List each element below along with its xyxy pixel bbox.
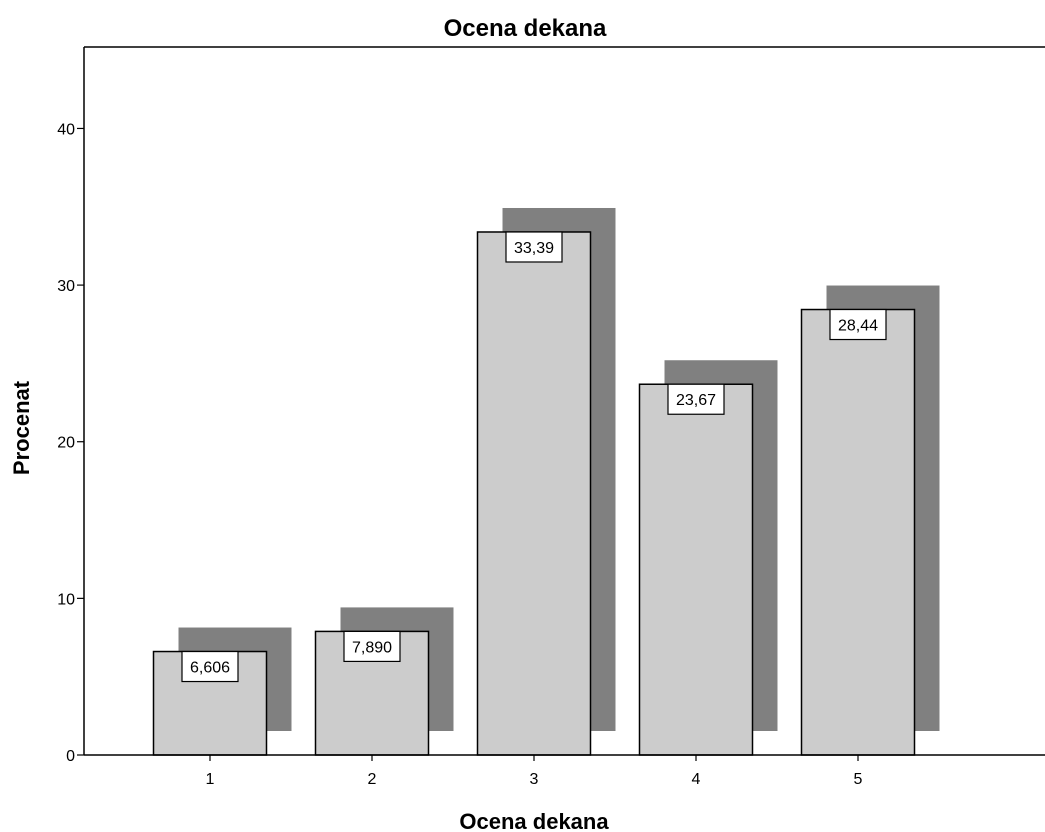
axis-ticks: 1 2 3 4 5 0 10 20 30 40 (57, 121, 862, 788)
data-label: 33,39 (514, 240, 554, 257)
data-label: 28,44 (838, 318, 878, 335)
x-tick-label: 4 (692, 771, 701, 788)
bars: 6,606 7,890 33,39 23,67 28,44 (152, 231, 916, 756)
data-label-box (181, 650, 239, 683)
y-tick-label: 10 (57, 591, 75, 608)
bar (638, 383, 754, 756)
y-tick-label: 0 (66, 748, 75, 765)
y-tick-label: 40 (57, 121, 75, 138)
chart-title: Ocena dekana (444, 15, 607, 42)
y-axis-label: Procenat (9, 380, 34, 475)
y-tick-label: 30 (57, 278, 75, 295)
data-label-box (505, 231, 563, 263)
data-label-box (343, 630, 401, 663)
x-tick-label: 1 (206, 771, 215, 788)
plot-frame (83, 46, 1045, 756)
data-label-box (829, 308, 887, 341)
y-tick-label: 20 (57, 435, 75, 452)
data-label: 6,606 (190, 660, 230, 677)
x-axis-label: Ocena dekana (459, 809, 609, 832)
x-tick-label: 3 (530, 771, 539, 788)
x-tick-label: 5 (854, 771, 863, 788)
bar (476, 231, 592, 756)
data-label: 7,890 (352, 639, 392, 656)
bar (800, 308, 916, 756)
x-tick-label: 2 (368, 771, 377, 788)
data-label: 23,67 (676, 392, 716, 409)
data-label-box (667, 383, 725, 415)
